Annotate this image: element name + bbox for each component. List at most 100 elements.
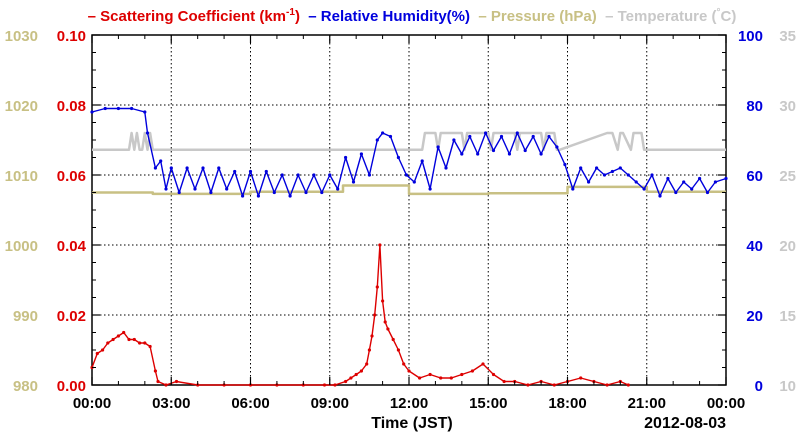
- scattering-tick-label: 0.02: [57, 308, 86, 325]
- relative-humidity-point: [296, 173, 300, 177]
- humidity-tick-label: 80: [746, 98, 763, 115]
- relative-humidity-point: [256, 194, 260, 198]
- scattering-coefficient-point: [370, 334, 374, 338]
- relative-humidity-point: [642, 187, 646, 191]
- x-tick-label: 09:00: [311, 395, 349, 412]
- scattering-coefficient-point: [106, 341, 110, 345]
- relative-humidity-point: [547, 134, 551, 139]
- relative-humidity-point: [209, 190, 213, 195]
- x-tick-label: 00:00: [73, 395, 111, 412]
- relative-humidity-point: [164, 187, 168, 191]
- relative-humidity-point: [658, 194, 662, 198]
- scattering-coefficient-point: [367, 348, 371, 352]
- relative-humidity-point: [698, 176, 702, 181]
- relative-humidity-point: [280, 173, 284, 177]
- relative-humidity-point: [381, 131, 385, 135]
- scattering-coefficient-point: [579, 376, 583, 380]
- scattering-coefficient-point: [365, 362, 369, 366]
- relative-humidity-point: [539, 152, 543, 156]
- ticks-layer: 00:00 03:00 06:00 09:00 12:00 15:00 18:00 21:00…: [5, 28, 796, 412]
- scattering-coefficient-point: [333, 383, 337, 387]
- scattering-coefficient-point: [127, 337, 131, 342]
- relative-humidity-point: [555, 145, 559, 149]
- relative-humidity-point: [344, 155, 348, 160]
- relative-humidity-point: [169, 166, 173, 170]
- relative-humidity-point: [288, 194, 292, 198]
- relative-humidity-point: [336, 187, 340, 191]
- relative-humidity-point: [177, 190, 181, 195]
- relative-humidity-point: [225, 187, 229, 191]
- scattering-coefficient-point: [101, 348, 105, 352]
- scattering-coefficient-point: [402, 362, 406, 366]
- relative-humidity-point: [130, 106, 134, 111]
- legend-item-temperature: – Temperature (: [605, 8, 716, 25]
- relative-humidity-point: [499, 134, 504, 139]
- scattering-coefficient-point: [354, 372, 358, 377]
- relative-humidity-point: [359, 152, 363, 156]
- pressure-tick-label: 1010: [5, 168, 38, 185]
- relative-humidity-point: [579, 166, 583, 170]
- x-tick-label: 21:00: [628, 395, 666, 412]
- relative-humidity-point: [375, 138, 379, 142]
- relative-humidity-point: [690, 187, 694, 191]
- relative-humidity-point: [367, 173, 371, 177]
- relative-humidity-point: [396, 155, 400, 160]
- relative-humidity-point: [507, 152, 511, 156]
- scattering-coefficient-point: [373, 313, 377, 317]
- humidity-tick-label: 20: [746, 308, 763, 325]
- relative-humidity-point: [264, 169, 268, 174]
- scattering-coefficient-point: [111, 337, 115, 342]
- scattering-tick-label: 0.00: [57, 378, 86, 395]
- relative-humidity-point: [674, 190, 678, 195]
- scattering-tick-label: 0.08: [57, 98, 86, 115]
- pressure-line: [92, 184, 726, 196]
- scattering-coefficient-point: [95, 351, 99, 356]
- relative-humidity-point: [436, 145, 440, 149]
- scattering-coefficient-point: [322, 383, 327, 387]
- scattering-coefficient-point: [396, 348, 400, 352]
- relative-humidity-point: [241, 194, 245, 198]
- scattering-coefficient-point: [143, 341, 147, 345]
- relative-humidity-point: [328, 173, 332, 177]
- pressure-tick-label: 980: [13, 378, 38, 395]
- relative-humidity-point: [634, 180, 638, 184]
- legend-item-scattering-coefficient-km: – Scattering Coefficient (km: [88, 8, 286, 25]
- scattering-coefficient-point: [391, 337, 395, 342]
- scattering-coefficient-point: [153, 369, 157, 373]
- scattering-coefficient-point: [460, 372, 464, 377]
- date-label: 2012-08-03: [644, 415, 726, 432]
- scattering-coefficient-point: [439, 376, 443, 380]
- scattering-coefficient-point: [138, 341, 142, 345]
- scattering-tick-label: 0.04: [57, 238, 87, 255]
- x-tick-label: 06:00: [231, 395, 269, 412]
- legend-item-pressure-hpa: – Pressure (hPa): [478, 8, 596, 25]
- relative-humidity-point: [626, 173, 630, 177]
- humidity-tick-label: 0: [755, 378, 763, 395]
- relative-humidity-point: [412, 180, 416, 184]
- pressure-tick-label: 1020: [5, 98, 38, 115]
- scattering-coefficient-point: [132, 337, 136, 342]
- relative-humidity-point: [602, 173, 607, 177]
- relative-humidity-point: [193, 187, 197, 191]
- x-axis-label: Time (JST): [371, 415, 453, 432]
- relative-humidity-point: [650, 173, 654, 177]
- relative-humidity-point: [705, 190, 710, 195]
- relative-humidity-point: [153, 166, 157, 170]
- relative-humidity-point: [452, 138, 456, 142]
- scattering-coefficient-point: [449, 376, 453, 380]
- temperature-tick-label: 20: [779, 238, 796, 255]
- legend: – Scattering Coefficient (km-1) – Relati…: [88, 7, 737, 25]
- legend-item-close: C): [721, 8, 737, 25]
- relative-humidity-point: [185, 166, 189, 170]
- relative-humidity-point: [444, 166, 448, 170]
- relative-humidity-point: [143, 110, 147, 114]
- scattering-coefficient-point: [470, 369, 474, 373]
- relative-humidity-point: [420, 159, 424, 163]
- scattering-coefficient-point: [344, 379, 348, 384]
- humidity-tick-label: 60: [746, 168, 763, 185]
- scattering-tick-label: 0.06: [57, 168, 86, 185]
- relative-humidity-point: [248, 169, 253, 174]
- relative-humidity-point: [587, 180, 591, 184]
- scattering-coefficient-point: [164, 383, 168, 387]
